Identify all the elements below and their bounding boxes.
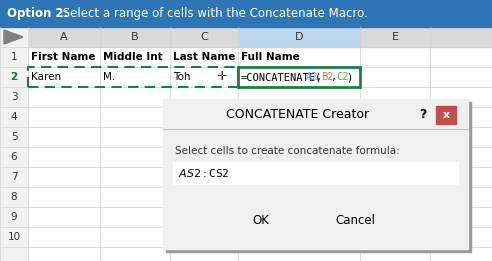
Text: D: D bbox=[295, 32, 303, 42]
Text: 10: 10 bbox=[7, 232, 21, 242]
Text: ): ) bbox=[346, 72, 352, 82]
Text: A2: A2 bbox=[306, 72, 318, 82]
Text: 6: 6 bbox=[11, 152, 17, 162]
Text: B2: B2 bbox=[321, 72, 334, 82]
Bar bbox=[318, 209, 393, 231]
Text: Toh: Toh bbox=[173, 72, 190, 82]
Bar bbox=[223, 209, 298, 231]
Text: 2: 2 bbox=[10, 72, 18, 82]
Bar bbox=[0, 27, 28, 47]
Text: A: A bbox=[60, 32, 68, 42]
Text: ,: , bbox=[331, 72, 337, 82]
Text: E: E bbox=[392, 32, 399, 42]
Text: M.: M. bbox=[103, 72, 115, 82]
Text: Full Name: Full Name bbox=[241, 52, 300, 62]
Bar bbox=[436, 106, 456, 124]
Text: 9: 9 bbox=[11, 212, 17, 222]
Text: Select cells to create concatenate formula:: Select cells to create concatenate formu… bbox=[175, 146, 400, 156]
Bar bbox=[28, 27, 492, 47]
Text: Middle Int: Middle Int bbox=[103, 52, 163, 62]
Text: Option 2:: Option 2: bbox=[7, 7, 68, 20]
Text: Cancel: Cancel bbox=[336, 213, 375, 227]
Text: Select a range of cells with the Concatenate Macro.: Select a range of cells with the Concate… bbox=[59, 7, 368, 20]
Text: ✛: ✛ bbox=[217, 70, 227, 84]
Text: $AS2:$CS2: $AS2:$CS2 bbox=[178, 167, 230, 179]
Text: 5: 5 bbox=[11, 132, 17, 142]
Text: 4: 4 bbox=[11, 112, 17, 122]
Text: x: x bbox=[442, 110, 450, 120]
Text: OK: OK bbox=[252, 213, 269, 227]
Polygon shape bbox=[4, 30, 23, 44]
Bar bbox=[413, 106, 433, 124]
Text: ?: ? bbox=[419, 109, 427, 122]
Text: 3: 3 bbox=[11, 92, 17, 102]
Bar bbox=[28, 67, 238, 87]
Text: Karen: Karen bbox=[31, 72, 61, 82]
Text: 8: 8 bbox=[11, 192, 17, 202]
Text: =CONCATENATE(: =CONCATENATE( bbox=[241, 72, 322, 82]
Bar bbox=[166, 102, 471, 252]
Text: C: C bbox=[200, 32, 208, 42]
Text: B: B bbox=[131, 32, 139, 42]
Text: ,: , bbox=[316, 72, 322, 82]
Text: C2: C2 bbox=[336, 72, 348, 82]
Bar bbox=[238, 67, 360, 87]
Bar bbox=[0, 47, 28, 261]
Text: CONCATENATE Creator: CONCATENATE Creator bbox=[226, 108, 369, 121]
Text: 2: 2 bbox=[11, 72, 17, 82]
Text: 1: 1 bbox=[11, 52, 17, 62]
Bar bbox=[238, 27, 360, 47]
Text: Last Name: Last Name bbox=[173, 52, 235, 62]
Bar bbox=[173, 162, 458, 184]
Bar bbox=[0, 0, 492, 27]
Text: 7: 7 bbox=[11, 172, 17, 182]
Bar bbox=[163, 99, 468, 249]
Bar bbox=[0, 27, 492, 261]
Text: First Name: First Name bbox=[31, 52, 95, 62]
